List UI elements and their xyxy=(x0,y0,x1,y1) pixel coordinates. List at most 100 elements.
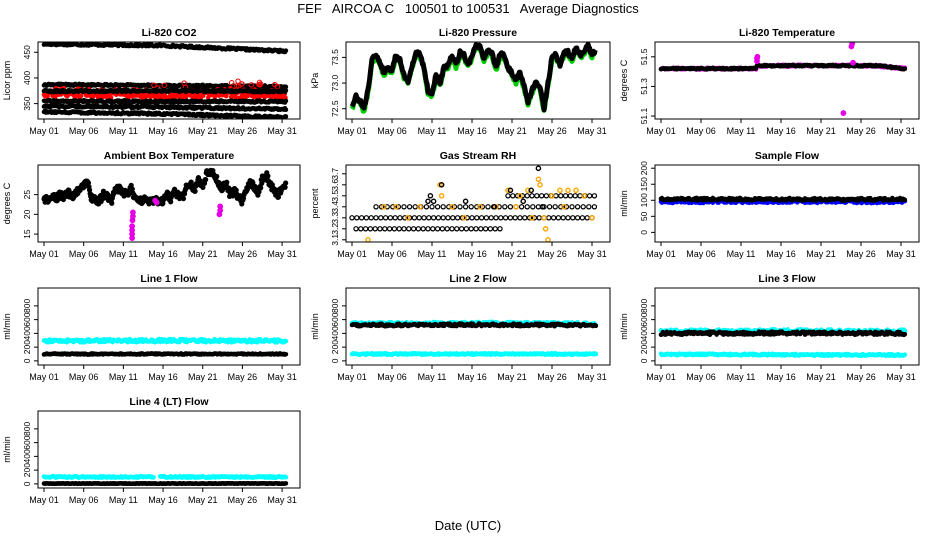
data-point xyxy=(420,226,426,232)
panel-title: Ambient Box Temperature xyxy=(104,150,235,162)
plot-frame xyxy=(345,41,611,120)
y-tick-label: 200 xyxy=(22,340,32,354)
data-point xyxy=(502,204,508,210)
data-point xyxy=(446,204,452,210)
data-point xyxy=(468,204,474,210)
data-point xyxy=(549,192,555,199)
data-point xyxy=(265,173,271,179)
data-point xyxy=(372,226,378,232)
data-point xyxy=(109,200,115,206)
data-point xyxy=(256,189,262,195)
data-point xyxy=(85,180,92,186)
data-point xyxy=(445,215,451,221)
y-tick-label: 450 xyxy=(22,45,32,59)
x-tick-label: May 11 xyxy=(727,126,756,136)
data-point xyxy=(382,215,389,221)
data-point xyxy=(462,204,469,210)
plot-area-pressure xyxy=(349,42,598,114)
data-point xyxy=(396,226,402,232)
plot-area-gas-rh xyxy=(349,165,598,242)
data-point xyxy=(513,203,519,210)
data-point xyxy=(754,53,761,60)
data-point xyxy=(567,193,574,199)
data-point xyxy=(482,226,489,232)
data-point xyxy=(373,204,379,210)
data-point xyxy=(168,199,174,205)
data-point xyxy=(485,204,491,210)
panel-title: Li-820 CO2 xyxy=(142,27,197,39)
x-tick-label: May 26 xyxy=(846,249,876,259)
data-point xyxy=(349,215,355,221)
y-tick-label: 73.0 xyxy=(330,75,340,92)
data-point xyxy=(468,226,474,232)
series-box-temp-magenta xyxy=(129,197,224,241)
y-tick-label: 3.7 xyxy=(330,168,340,180)
y-tick-label: 400 xyxy=(22,71,32,85)
data-point xyxy=(537,181,543,188)
data-point xyxy=(584,215,590,221)
data-point xyxy=(450,215,456,221)
series-line1-black xyxy=(41,351,289,357)
data-point xyxy=(129,186,135,192)
data-point xyxy=(430,226,436,232)
plot-frame xyxy=(654,41,920,120)
y-tick-label: 51.5 xyxy=(639,48,649,65)
data-point xyxy=(435,215,442,221)
data-point xyxy=(401,226,407,232)
x-tick-label: May 11 xyxy=(109,249,138,259)
plot-frame xyxy=(37,164,301,243)
data-point xyxy=(412,204,418,210)
data-point xyxy=(573,187,579,194)
data-point xyxy=(535,165,542,172)
x-tick-label: May 06 xyxy=(69,126,99,136)
data-point xyxy=(505,193,511,199)
data-point xyxy=(483,215,490,221)
series-temp-outliers xyxy=(754,42,856,116)
data-point xyxy=(392,215,398,221)
data-point xyxy=(146,201,152,207)
plot-frame xyxy=(37,287,301,366)
data-point xyxy=(493,215,499,221)
x-tick-label: May 31 xyxy=(577,126,607,136)
data-point xyxy=(93,195,99,201)
y-tick-label: 600 xyxy=(22,312,32,326)
data-point xyxy=(541,214,547,221)
data-point xyxy=(224,179,230,185)
y-tick-label: 150 xyxy=(639,177,649,191)
data-point xyxy=(248,82,255,88)
series-standard-5 xyxy=(41,102,289,113)
data-point xyxy=(283,84,289,90)
y-tick-label: 73.5 xyxy=(330,49,340,66)
data-point xyxy=(449,203,455,210)
data-point xyxy=(382,226,388,232)
x-tick-label: May 01 xyxy=(337,126,367,136)
data-point xyxy=(561,203,567,210)
x-tick-label: May 11 xyxy=(418,249,447,259)
data-point xyxy=(565,187,571,194)
data-point xyxy=(491,203,498,210)
data-point xyxy=(384,204,390,210)
data-point xyxy=(429,204,435,210)
plot-frame xyxy=(37,41,301,120)
data-point xyxy=(579,215,586,221)
data-point xyxy=(421,215,427,221)
data-point xyxy=(552,204,558,210)
data-point xyxy=(538,193,545,199)
x-tick-label: May 11 xyxy=(109,126,138,136)
y-tick-label: 200 xyxy=(639,161,649,175)
data-point xyxy=(550,215,557,221)
data-point xyxy=(282,184,288,190)
data-point xyxy=(397,215,403,221)
data-point xyxy=(386,226,393,232)
data-point xyxy=(283,48,289,53)
data-point xyxy=(362,226,369,232)
x-tick-label: May 21 xyxy=(188,126,218,136)
series-standard-4 xyxy=(41,97,289,105)
y-axis-label: ml/min xyxy=(619,190,629,217)
data-point xyxy=(365,237,371,242)
x-tick-label: May 06 xyxy=(686,249,716,259)
